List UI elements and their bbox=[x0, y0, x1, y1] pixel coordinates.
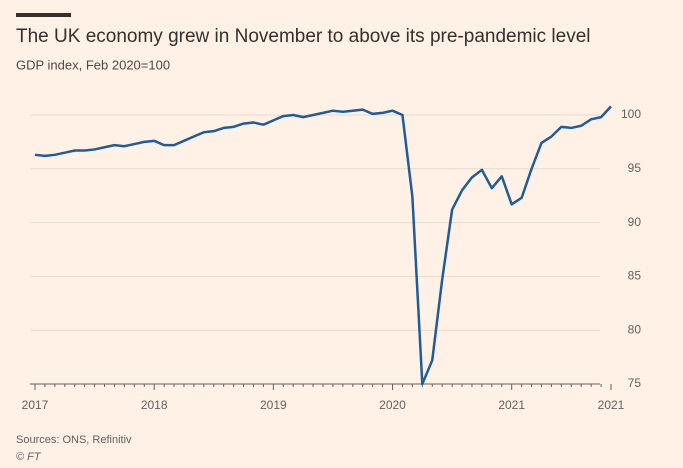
x-tick-label: 2017 bbox=[22, 398, 49, 412]
y-tick-label: 100 bbox=[621, 107, 641, 121]
x-tick-label: 2021 bbox=[598, 398, 625, 412]
credit: © FT bbox=[16, 451, 42, 463]
x-tick-label: 2021 bbox=[498, 398, 525, 412]
x-tick-label: 2020 bbox=[379, 398, 406, 412]
title-bar bbox=[16, 13, 71, 17]
x-tick-label: 2018 bbox=[141, 398, 168, 412]
source: Sources: ONS, Refinitiv bbox=[16, 434, 132, 446]
chart-title: The UK economy grew in November to above… bbox=[16, 26, 591, 47]
x-tick-label: 2019 bbox=[260, 398, 287, 412]
line-series bbox=[34, 105, 612, 386]
chart-subtitle: GDP index, Feb 2020=100 bbox=[16, 57, 170, 72]
y-tick-label: 90 bbox=[628, 215, 642, 229]
y-tick-label: 85 bbox=[628, 269, 642, 283]
y-tick-label: 75 bbox=[628, 376, 642, 390]
y-tick-label: 80 bbox=[628, 322, 642, 336]
y-tick-label: 95 bbox=[628, 161, 642, 175]
